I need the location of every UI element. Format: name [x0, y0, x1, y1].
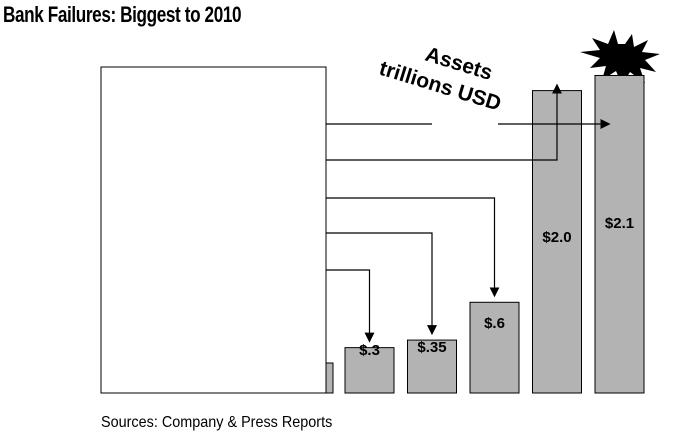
bar-value-label-3: $.6: [484, 315, 505, 332]
bar-value-label-1: $.3: [359, 342, 380, 359]
connector-arrows: [326, 83, 611, 343]
bar-1: [344, 347, 395, 394]
connector-arrow-3: [326, 197, 500, 298]
chart-title: Bank Failures: Biggest to 2010: [3, 2, 242, 27]
bar-5: [594, 74, 645, 394]
bar-value-label-2: $.35: [417, 339, 446, 356]
starburst-icon: [580, 30, 660, 85]
source-note: Sources: Company & Press Reports: [101, 414, 333, 431]
bar-2: [407, 339, 457, 394]
connector-arrow-2: [326, 232, 437, 336]
bar-3: [469, 301, 520, 394]
bank-names-panel: [100, 66, 327, 394]
connector-arrow-4: [326, 83, 562, 161]
bar-value-label-4: $2.0: [542, 229, 571, 246]
connector-arrow-1: [326, 269, 375, 343]
bar-value-label-5: $2.1: [605, 215, 634, 232]
